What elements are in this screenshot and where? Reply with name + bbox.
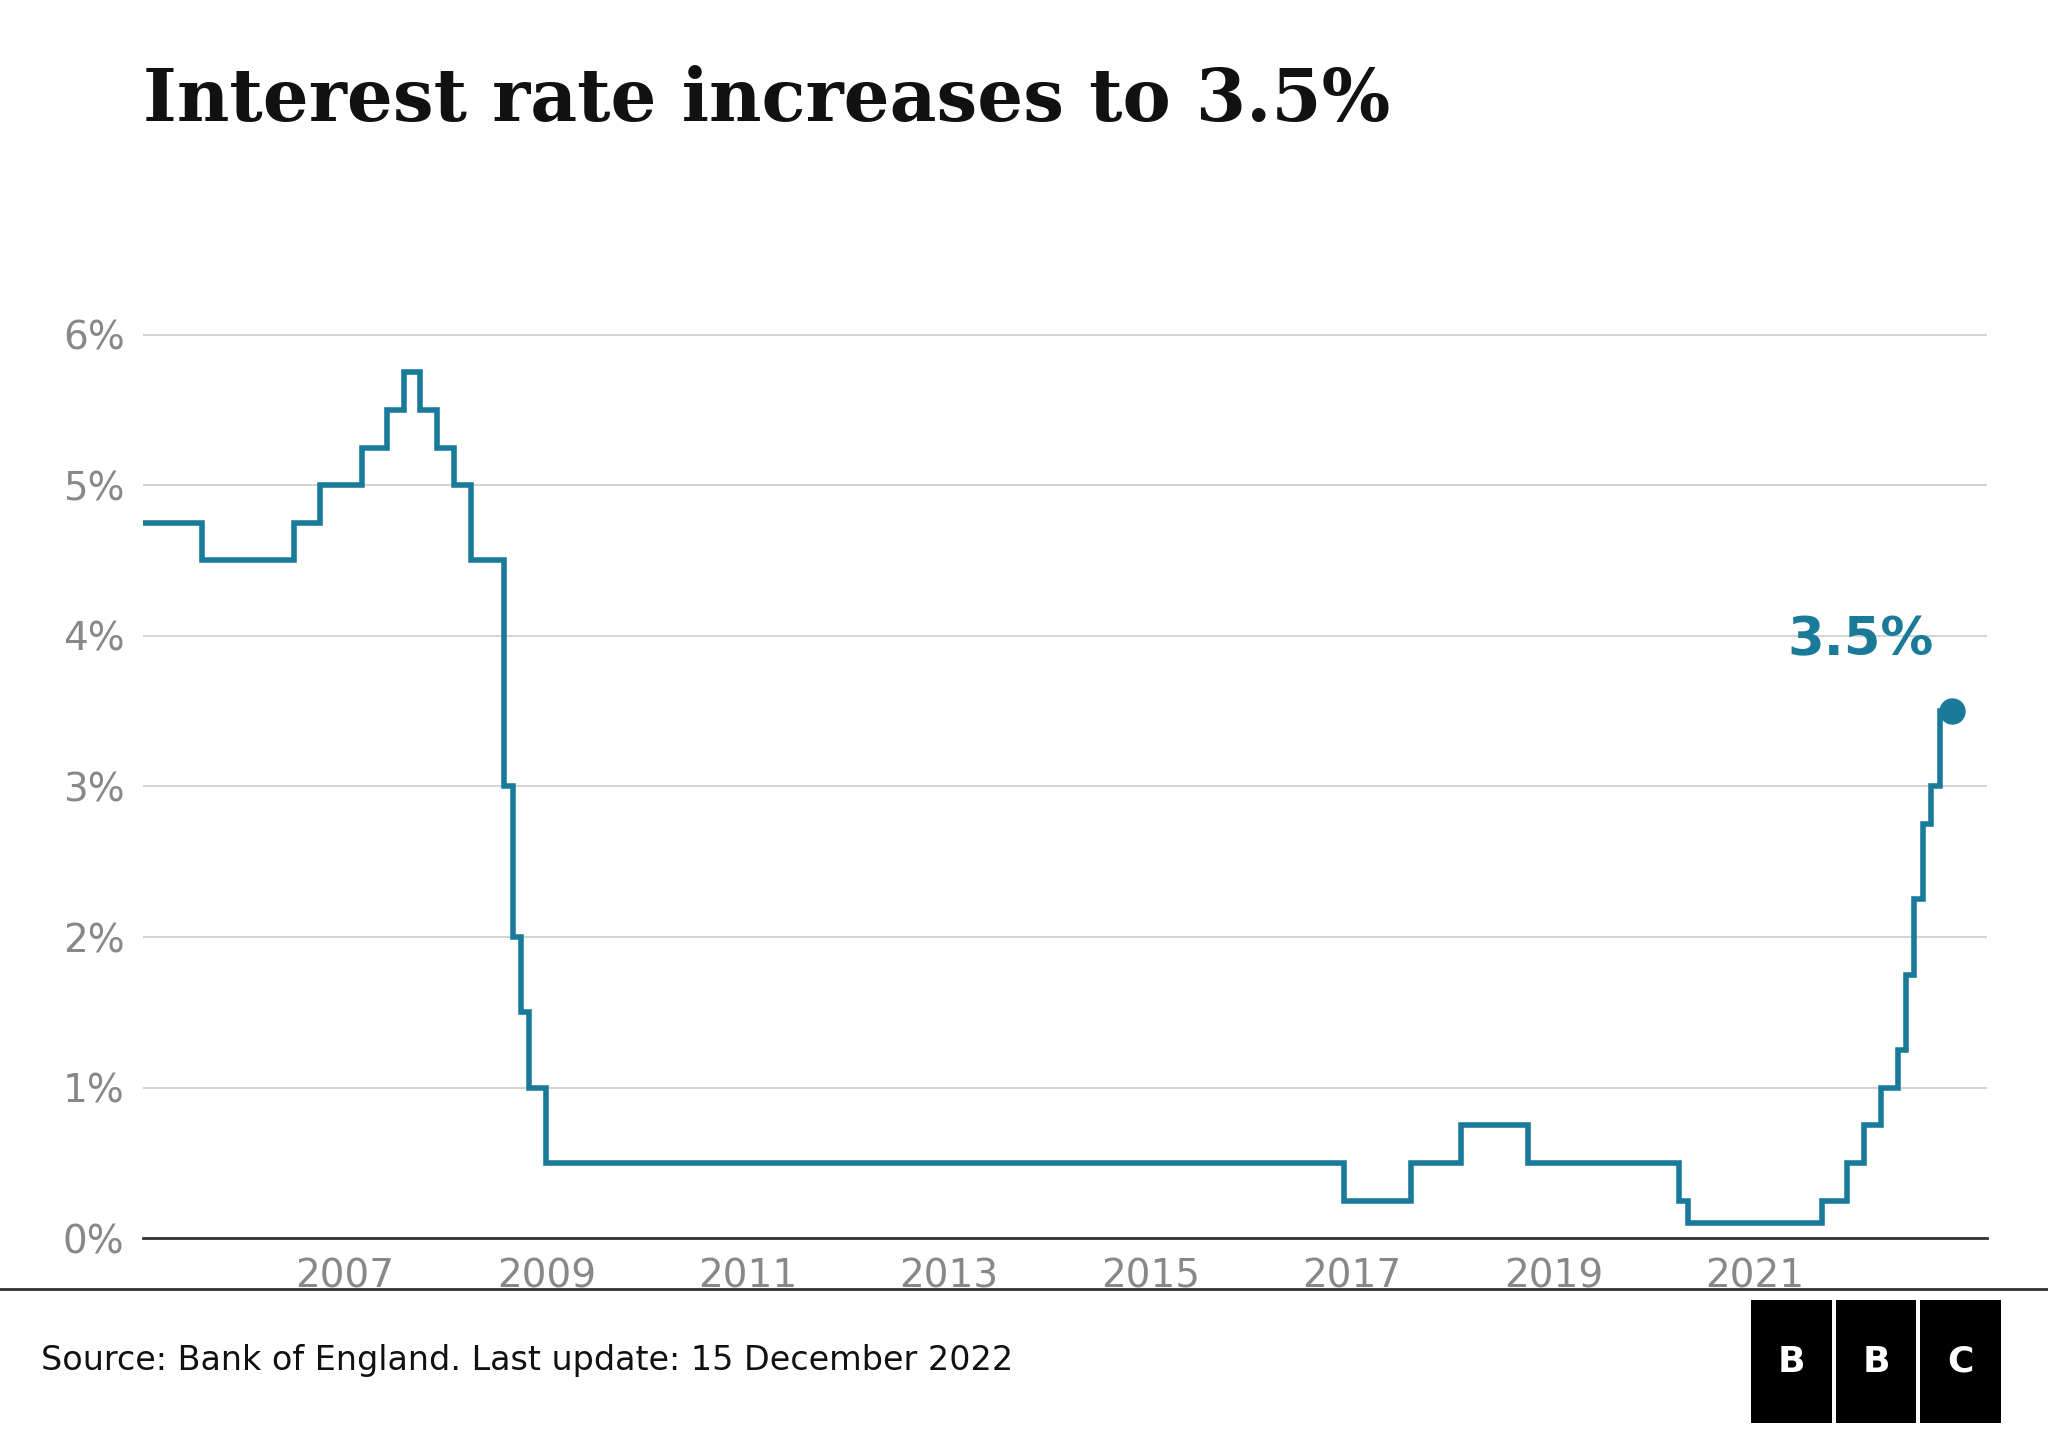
Text: 3.5%: 3.5%	[1788, 613, 1933, 665]
Text: Source: Bank of England. Last update: 15 December 2022: Source: Bank of England. Last update: 15…	[41, 1345, 1014, 1377]
Text: C: C	[1948, 1345, 1974, 1378]
Text: Interest rate increases to 3.5%: Interest rate increases to 3.5%	[143, 65, 1391, 135]
Text: B: B	[1862, 1345, 1890, 1378]
Bar	[1751, 1300, 1831, 1423]
Text: B: B	[1778, 1345, 1804, 1378]
Bar	[1921, 1300, 2001, 1423]
Bar	[1835, 1300, 1917, 1423]
